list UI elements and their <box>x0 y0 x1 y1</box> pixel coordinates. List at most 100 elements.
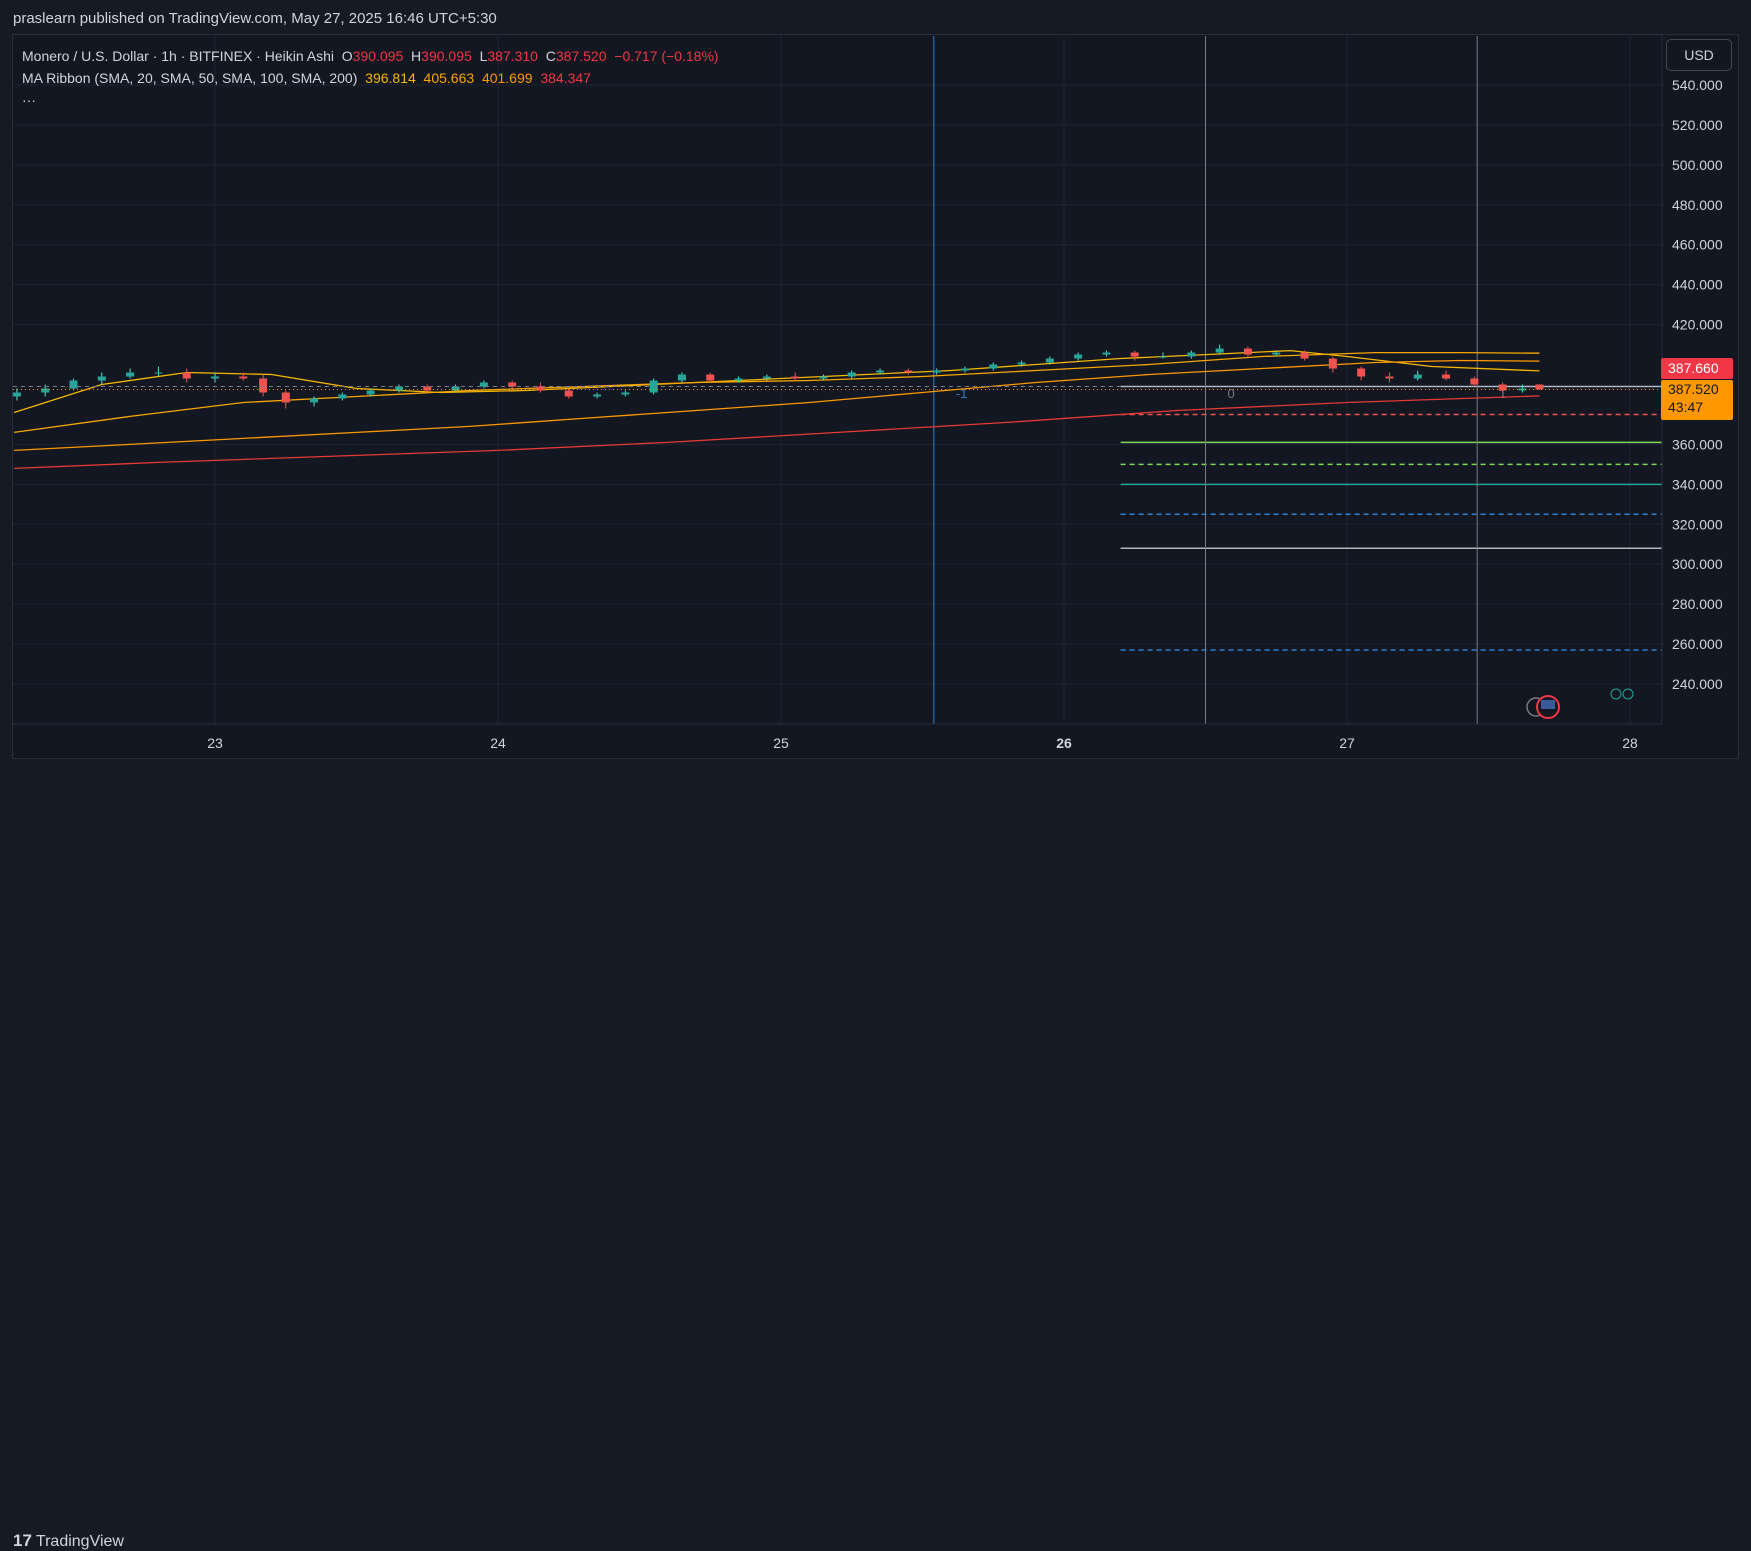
price-tick-label: 260.000 <box>1672 636 1723 652</box>
candle-body[interactable] <box>423 386 432 391</box>
last-price-tag: 387.520 43:47 <box>1661 380 1733 420</box>
ma100-value: 401.699 <box>481 70 533 86</box>
vertical-markers: -1 0 1 <box>933 36 1506 724</box>
candle-body[interactable] <box>564 390 573 397</box>
candle-body[interactable] <box>259 378 268 393</box>
candle-body[interactable] <box>1074 354 1083 359</box>
candle-body[interactable] <box>154 372 163 374</box>
price-tick-label: 500.000 <box>1672 157 1723 173</box>
candle-body[interactable] <box>593 394 602 397</box>
vertical-marker-label: 0 <box>1228 386 1235 401</box>
time-axis[interactable]: 23 24 25 26 27 28 <box>12 723 1662 751</box>
ma-line-sma-200 <box>14 395 1540 470</box>
time-tick-label: 26 <box>1056 735 1072 751</box>
candle-body[interactable] <box>451 386 460 391</box>
price-change: −0.717 (−0.18%) <box>614 48 719 64</box>
vertical-marker-label: -1 <box>956 386 968 401</box>
candle-body[interactable] <box>69 380 78 389</box>
candle-body[interactable] <box>41 388 50 393</box>
candle-body[interactable] <box>1300 352 1309 359</box>
candle-body[interactable] <box>1243 348 1252 355</box>
candle-body[interactable] <box>1159 356 1168 358</box>
tradingview-logo-text: TradingView <box>35 1533 124 1550</box>
currency-button[interactable]: USD <box>1666 39 1732 71</box>
time-tick-label: 23 <box>207 735 223 751</box>
candle-body[interactable] <box>1102 352 1111 355</box>
symbol-row[interactable]: Monero / U.S. Dollar · 1h · BITFINEX · H… <box>22 45 719 67</box>
bar-countdown: 43:47 <box>1668 399 1704 415</box>
candle-body[interactable] <box>508 382 517 387</box>
price-tick-label: 480.000 <box>1672 197 1723 213</box>
open-value: 390.095 <box>352 48 404 64</box>
price-tick-label: 340.000 <box>1672 476 1723 492</box>
candle-body[interactable] <box>1187 352 1196 357</box>
price-tick-label: 420.000 <box>1672 317 1723 333</box>
candle-body[interactable] <box>239 376 248 379</box>
candle-body[interactable] <box>1328 358 1337 369</box>
candle-body[interactable] <box>1385 376 1394 379</box>
candle-body[interactable] <box>12 392 21 397</box>
price-tick-label: 280.000 <box>1672 596 1723 612</box>
candle-body[interactable] <box>791 376 800 379</box>
candle-body[interactable] <box>281 392 290 403</box>
session-icon[interactable] <box>1610 688 1622 700</box>
low-value: 387.310 <box>487 48 538 64</box>
price-axis[interactable]: 240.000 260.000 280.000 300.000 320.000 340.0… <box>1661 35 1723 724</box>
tradingview-logo[interactable]: 17 TradingView <box>13 1531 124 1551</box>
highlighted-price-tag: 387.660 <box>1661 358 1733 379</box>
candle-body[interactable] <box>819 376 828 379</box>
ma200-value: 384.347 <box>540 70 591 86</box>
chart-legend: Monero / U.S. Dollar · 1h · BITFINEX · H… <box>22 45 719 111</box>
candle-body[interactable] <box>904 370 913 373</box>
grid <box>13 36 1662 724</box>
candle-body[interactable] <box>1518 388 1527 391</box>
high-value: 390.095 <box>421 48 472 64</box>
candle-body[interactable] <box>97 376 106 381</box>
candle-body[interactable] <box>366 390 375 395</box>
event-icons[interactable] <box>1526 688 1634 719</box>
candle-body[interactable] <box>876 370 885 373</box>
vertical-marker-label: 1 <box>1499 386 1506 401</box>
candle-body[interactable] <box>1413 374 1422 379</box>
ma-ribbon-row[interactable]: MA Ribbon (SMA, 20, SMA, 50, SMA, 100, S… <box>22 67 719 89</box>
candle-body[interactable] <box>621 392 630 395</box>
candle-body[interactable] <box>310 398 319 403</box>
candle-body[interactable] <box>734 378 743 381</box>
candle-body[interactable] <box>1357 368 1366 377</box>
candle-body[interactable] <box>1470 378 1479 385</box>
price-tick-label: 540.000 <box>1672 77 1723 93</box>
candle-body[interactable] <box>126 372 135 377</box>
candle-body[interactable] <box>479 382 488 387</box>
ma-ribbon <box>13 349 1540 470</box>
close-value: 387.520 <box>555 48 607 64</box>
candle-body[interactable] <box>394 386 403 391</box>
candle-body[interactable] <box>960 368 969 371</box>
candle-body[interactable] <box>536 386 545 391</box>
legend-more-button[interactable]: ··· <box>22 92 36 108</box>
price-chart[interactable]: -1 0 1 240.000 260.000 280.000 300.000 320.000… <box>0 0 1751 803</box>
candle-body[interactable] <box>338 394 347 399</box>
candle-body[interactable] <box>1017 362 1026 365</box>
candle-body[interactable] <box>706 374 715 381</box>
candle-body[interactable] <box>1535 384 1544 390</box>
candle-body[interactable] <box>1045 358 1054 363</box>
candle-body[interactable] <box>1272 352 1281 355</box>
candle-body[interactable] <box>182 372 191 379</box>
candle-body[interactable] <box>677 374 686 381</box>
candle-body[interactable] <box>1215 348 1224 353</box>
ma-ribbon-title[interactable]: MA Ribbon (SMA, 20, SMA, 50, SMA, 100, S… <box>22 70 358 86</box>
candle-body[interactable] <box>932 370 941 373</box>
candle-body[interactable] <box>762 376 771 379</box>
candle-body[interactable] <box>1442 374 1451 379</box>
candle-body[interactable] <box>989 364 998 369</box>
ma-line-sma-20 <box>13 349 1540 414</box>
time-tick-label: 28 <box>1622 735 1638 751</box>
candle-body[interactable] <box>1130 352 1139 357</box>
candle-body[interactable] <box>847 372 856 377</box>
candle-body[interactable] <box>211 376 219 379</box>
candle-body[interactable] <box>1498 384 1507 391</box>
moon-icon[interactable] <box>1622 688 1634 700</box>
symbol-title[interactable]: Monero / U.S. Dollar · 1h · BITFINEX · H… <box>22 48 334 64</box>
open-label: O <box>341 48 353 64</box>
published-info: praslearn published on TradingView.com, … <box>13 10 497 27</box>
